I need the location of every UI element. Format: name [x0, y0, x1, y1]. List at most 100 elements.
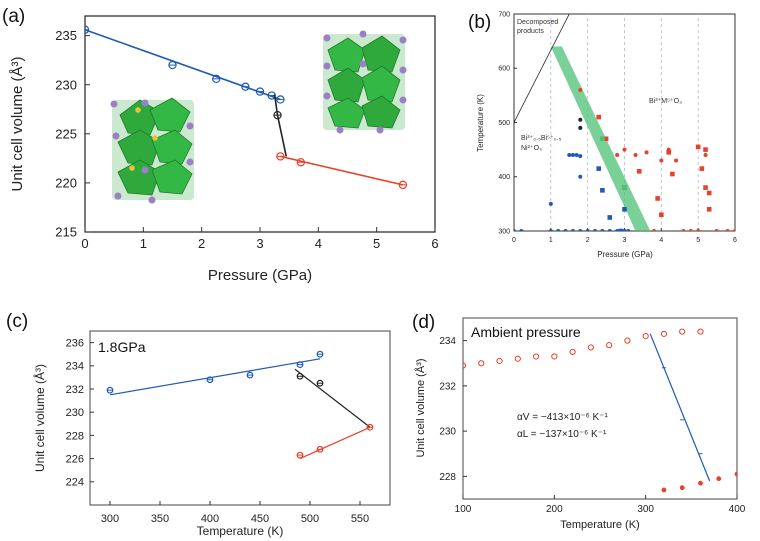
data-point-red — [514, 355, 521, 362]
x-tick-label: 3 — [623, 237, 627, 244]
fit-line-blue — [109, 358, 321, 396]
y-tick-label: 228 — [66, 430, 84, 442]
data-point-red — [569, 348, 576, 356]
data-point-red — [697, 328, 704, 335]
data-point-red — [670, 171, 675, 177]
data-point-blue — [556, 229, 561, 231]
data-point-band — [622, 185, 627, 190]
y-tick-label: 220 — [55, 175, 77, 190]
fit-line-black — [273, 94, 288, 157]
x-tick-label: 5 — [696, 237, 700, 244]
data-point-red — [316, 445, 324, 453]
panel-d-data — [463, 328, 737, 493]
x-tick-label: 100 — [455, 504, 472, 515]
data-point-red — [659, 158, 664, 163]
data-point-red — [366, 423, 374, 431]
data-point-red — [679, 328, 686, 335]
panel-c-title: 1.8GPa — [98, 339, 146, 355]
x-tick-label: 200 — [546, 504, 563, 515]
data-point-blue — [255, 87, 265, 96]
x-tick-label: 300 — [637, 504, 654, 515]
data-point-red — [655, 196, 660, 201]
data-point-red — [615, 153, 620, 158]
panel-d: (d) Ambient pressure 100 200 300 400 228 230 2… — [412, 312, 746, 531]
y-tick-label: 215 — [55, 225, 77, 240]
data-point-blue — [593, 229, 598, 231]
data-point-blue — [600, 188, 605, 193]
y-tick-label: 235 — [55, 28, 77, 43]
data-point-blue — [276, 95, 285, 104]
data-point-red — [703, 153, 708, 158]
fit-line-blue — [85, 28, 281, 101]
x-tick-label: 400 — [201, 513, 219, 525]
fit-line-blue — [649, 333, 711, 482]
data-point-blue — [607, 229, 612, 231]
panel-b-label: (b) — [468, 12, 491, 33]
data-point-red — [725, 229, 730, 231]
data-point-blue — [316, 350, 324, 358]
data-point-blue — [570, 229, 575, 231]
data-point-red — [478, 360, 485, 367]
data-point-red — [674, 158, 679, 163]
panel-a: (a) 0 1 2 3 4 5 6 215 220 225 230 235 — [2, 6, 439, 284]
x-tick-label: 300 — [101, 513, 119, 525]
annotation-bi-mixed: Bi³⁺₀.₅Bi⁵⁺₀.₅ — [521, 135, 562, 142]
data-point-red — [661, 487, 667, 493]
panel-c-ylabel: Unit cell volume (Å³) — [32, 364, 47, 472]
data-point-red — [734, 471, 737, 477]
x-tick-label: 3 — [256, 236, 263, 251]
panel-b: (b) 0 1 2 3 4 5 6 300 400 500 600 700 Decomposed pr… — [468, 11, 737, 259]
data-point-blue — [574, 153, 579, 158]
y-tick-label: 232 — [439, 381, 456, 392]
data-point-red — [733, 229, 735, 231]
panel-d-ylabel: Unit cell volume (Å³) — [414, 358, 427, 457]
panel-c-frame — [89, 330, 391, 506]
data-point-red — [699, 166, 705, 171]
y-tick-label: 225 — [55, 126, 77, 141]
panel-b-ticks: 0 1 2 3 4 5 6 300 400 500 600 700 — [498, 11, 737, 244]
panel-c: (c) 1.8GPa 300 350 400 450 500 550 224 226 228 23… — [6, 311, 391, 538]
data-point-red — [703, 185, 708, 190]
data-point-black — [296, 372, 304, 380]
data-point-red — [706, 190, 712, 196]
data-point-blue — [212, 74, 221, 84]
data-point-blue — [578, 229, 583, 231]
x-tick-label: 500 — [301, 513, 319, 525]
panel-c-xlabel: Temperature (K) — [197, 524, 284, 538]
x-tick-label: 1 — [140, 236, 147, 251]
data-point-black — [273, 110, 282, 120]
crystal-structure-high-pressure — [323, 30, 407, 134]
data-point-red — [644, 150, 649, 155]
x-tick-label: 2 — [586, 237, 590, 244]
data-point-red — [622, 147, 627, 152]
data-point-red — [703, 147, 708, 152]
data-point-blue — [607, 215, 613, 220]
annotation-decomposed: Decomposed products — [517, 19, 560, 35]
data-point-band — [600, 136, 605, 142]
data-point-red — [642, 333, 649, 340]
data-point-red — [681, 229, 686, 231]
annotation-alpha-l: αL = −137×10⁻⁶ K⁻¹ — [517, 429, 607, 440]
data-point-red — [624, 337, 631, 344]
data-point-red — [606, 342, 613, 349]
data-point-blue — [567, 153, 572, 158]
data-point-red — [603, 136, 609, 142]
fit-line-red — [299, 426, 371, 460]
data-point-blue — [622, 229, 627, 231]
data-point-red — [398, 180, 408, 190]
data-point-blue — [596, 166, 602, 171]
x-tick-label: 0 — [81, 236, 88, 251]
data-point-red — [551, 353, 558, 360]
data-point-red — [532, 353, 540, 360]
y-tick-label: 230 — [66, 407, 84, 419]
y-tick-label: 232 — [66, 384, 84, 396]
panel-b-xlabel: Pressure (GPa) — [597, 250, 653, 259]
y-tick-label: 500 — [498, 120, 510, 127]
data-point-red — [276, 152, 285, 161]
data-point-red — [633, 153, 638, 158]
data-point-red — [587, 344, 594, 351]
data-point-black — [578, 117, 583, 122]
y-tick-label: 228 — [439, 472, 456, 483]
x-tick-label: 550 — [351, 513, 369, 525]
panel-d-xlabel: Temperature (K) — [560, 519, 639, 531]
